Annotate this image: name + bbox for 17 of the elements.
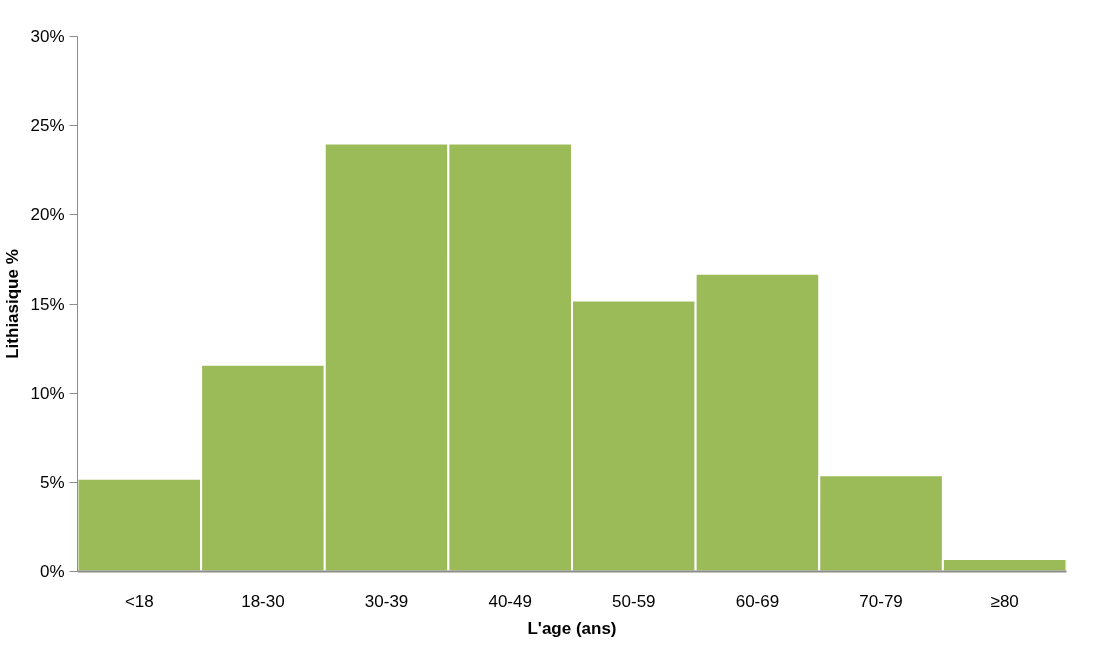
x-axis-title: L'age (ans) (527, 618, 617, 638)
y-tick-label: 30% (30, 27, 65, 46)
y-tick-label: 25% (30, 116, 65, 136)
x-tick-label: 18-30 (241, 591, 285, 611)
x-tick-label: ≥80 (990, 591, 1019, 611)
y-tick-label: 10% (30, 383, 65, 403)
x-tick-label: 60-69 (735, 591, 780, 611)
x-tick-label: 70-79 (859, 591, 903, 611)
y-tick-label: 20% (30, 205, 65, 225)
x-tick-label: 40-49 (488, 591, 532, 611)
y-tick-label: 0% (39, 562, 65, 581)
x-tick-label: 50-59 (612, 591, 656, 611)
y-tick-label: 5% (39, 472, 65, 492)
x-tick-label: 30-39 (364, 591, 409, 611)
y-tick-label: 15% (30, 294, 65, 314)
y-axis-title: Lithiasique % (3, 249, 23, 359)
x-tick-label: <18 (124, 591, 154, 611)
